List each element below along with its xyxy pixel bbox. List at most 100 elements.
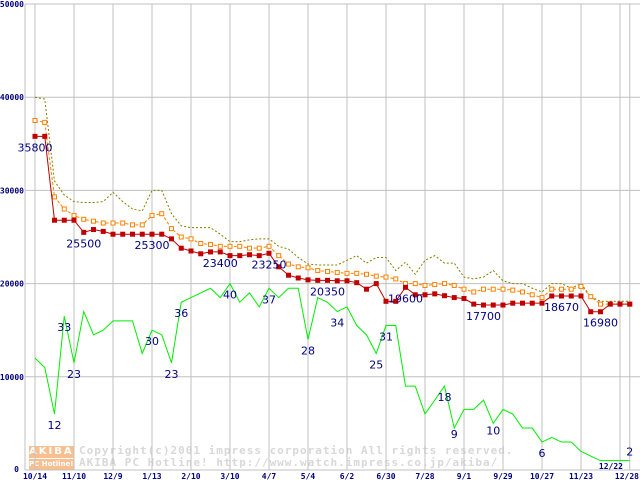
series-min-point [442,293,447,299]
series-min-point [256,253,262,259]
series-average-point [442,281,447,287]
series-average-point [510,287,516,293]
series-average-point [159,211,165,217]
data-label: 19600 [388,292,423,305]
site-url-text: AKIBA PC Hotline! http://www.watch.impre… [79,456,499,469]
x-tick-label: 9/29 [493,472,512,480]
series-average-point [334,269,340,275]
series-min-point [490,302,496,308]
series-average-point [373,273,379,279]
series-min-point [208,249,213,255]
series-min-point [559,293,564,299]
series-average-point [42,119,48,125]
series-min-point [627,301,633,307]
series-average-point [110,220,116,226]
data-label: 28 [301,345,315,358]
series-average-point [256,245,262,251]
series-min-point [81,229,87,235]
series-min-point [412,292,418,298]
series-min-point [471,301,477,307]
series-average-point [32,118,38,123]
series-min-point [247,252,252,258]
x-tick-label: 12/9 [103,472,122,480]
series-average-point [208,241,213,247]
series-average-point [91,218,96,224]
series-average-point [325,268,330,274]
series-min-point [130,231,135,237]
series-average-point [432,282,438,288]
series-min-point [334,278,340,284]
data-label: 18670 [544,301,579,314]
series-min-point [100,228,106,234]
series-min-point [110,231,116,237]
series-average-point [198,241,204,247]
x-tick-label: 11/10 [62,472,86,480]
data-label: 23400 [203,257,238,270]
data-label: 18 [438,391,452,404]
series-min-point [578,293,584,299]
series-average-point [61,206,67,212]
series-average-point [383,274,389,280]
x-tick-label: 10/27 [530,472,554,480]
series-min-point [383,298,389,304]
series-average-point [315,268,321,274]
series-min-point [286,272,291,278]
x-tick-label: 12/28 [615,472,639,480]
series-min-point [217,249,223,255]
data-label: 16980 [583,317,618,330]
series-average-point [237,243,243,249]
series-average-point [100,220,106,226]
series-min-point [422,292,428,298]
data-label: 17700 [466,310,501,323]
y-tick-label: 10000 [0,373,24,382]
series-min-point [276,264,282,270]
data-label: 20350 [310,285,345,298]
series-average-point [490,286,496,292]
series-average-line [34,120,630,305]
data-label: 36 [174,307,188,320]
series-average-point [295,264,301,270]
series-average-point [500,286,506,292]
series-average-point [422,282,428,288]
series-average-point [120,220,126,226]
x-tick-label: 5/4 [301,472,316,480]
series-max-line [34,96,630,302]
series-average-point [286,261,291,267]
x-tick-label: 12/22 [599,462,623,471]
series-average-point [227,243,233,249]
series-average-point [188,236,194,242]
series-min-point [393,298,399,304]
x-tick-label: 6/2 [340,472,355,480]
series-min-point [159,231,165,237]
series-average-point [412,281,418,287]
series-average-point [481,286,486,292]
series-average-point [471,289,477,295]
series-min-point [42,133,48,139]
x-tick-label: 4/7 [262,472,277,480]
series-min-point [178,245,184,251]
series-average-point [598,301,603,307]
data-label: 30 [145,335,159,348]
series-average-point [266,243,272,249]
series-min-point [432,291,438,297]
series-min-point [315,277,321,283]
series-min-point [266,250,272,256]
data-label: 33 [57,321,71,334]
series-min-point [539,300,545,306]
series-min-point [91,227,96,233]
x-tick-label: 10/14 [23,472,47,480]
series-average-point [568,286,574,292]
series-average-point [217,243,223,249]
data-label: 10 [486,424,500,437]
series-min-point [607,301,613,307]
series-average-point [588,294,594,300]
pc-hotline-logo: PC Hotline! [29,459,74,470]
series-min-point [198,251,204,257]
series-average-point [364,271,369,277]
series-average-point [578,283,584,289]
series-min-point [120,231,126,237]
series-min-point [529,300,535,306]
series-average-point [539,295,545,301]
series-min-point [588,309,594,315]
